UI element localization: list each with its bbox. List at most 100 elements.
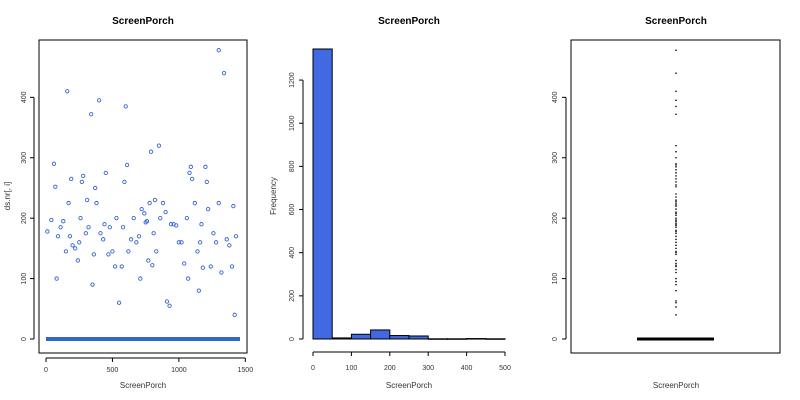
scatter-point (174, 223, 179, 228)
histogram-y-tick-label: 0 (289, 337, 296, 341)
scatter-point (187, 170, 192, 176)
scatter-point (224, 237, 229, 242)
scatter-point (98, 231, 103, 236)
scatter-point (160, 200, 166, 206)
boxplot-outlier (675, 251, 677, 254)
boxplot-outlier (675, 226, 677, 229)
scatter-point (103, 170, 108, 176)
scatter-point (211, 231, 216, 236)
scatter-y-label: ds.nr[, i] (3, 182, 12, 210)
boxplot-outlier (675, 211, 677, 213)
boxplot-outlier (675, 156, 677, 159)
scatter-y-tick-label: 0 (21, 337, 28, 341)
scatter-point (195, 249, 200, 254)
histogram-bar (466, 338, 487, 340)
histogram-bar (485, 338, 506, 340)
scatter-point (69, 176, 74, 182)
scatter-point (158, 216, 163, 221)
boxplot-outlier (675, 265, 677, 268)
histogram-y-tick-label: 1000 (289, 115, 296, 131)
boxplot-frame (570, 39, 781, 354)
boxplot-outlier (675, 314, 677, 316)
boxplot-outlier (675, 259, 677, 262)
scatter-point (97, 98, 102, 103)
scatter-point (131, 216, 136, 221)
boxplot-outlier (675, 238, 677, 241)
scatter-point (77, 240, 82, 245)
boxplot-outlier (675, 222, 677, 224)
scatter-point (73, 246, 78, 251)
scatter-point (227, 243, 232, 248)
scatter-point (91, 252, 96, 257)
histogram-x-tick-label: 400 (461, 365, 473, 372)
scatter-point (110, 249, 115, 254)
scatter-point (156, 143, 162, 148)
boxplot-outlier (675, 72, 677, 74)
histogram-y-tick-label: 800 (289, 160, 296, 172)
scatter-title: ScreenPorch (112, 16, 174, 27)
scatter-point (197, 240, 203, 245)
scatter-point (106, 252, 111, 257)
scatter-point (75, 258, 81, 263)
scatter-point (124, 162, 130, 168)
scatter-point (83, 231, 89, 236)
boxplot-outlier (675, 200, 677, 203)
scatter-point (55, 234, 61, 239)
scatter-point (119, 264, 124, 269)
scatter-point (78, 216, 83, 221)
histogram-y-tick-label: 200 (289, 290, 296, 302)
boxplot-outlier (675, 277, 677, 280)
scatter-y-tick-label: 400 (21, 91, 28, 103)
scatter-point (232, 312, 237, 317)
boxplot-outlier (675, 144, 677, 147)
scatter-x-tick-label: 1000 (171, 367, 187, 374)
scatter-point (67, 234, 73, 239)
boxplot-y-tick-label: 300 (552, 152, 559, 164)
histogram-bar (427, 338, 448, 340)
boxplot-outlier (675, 224, 677, 227)
scatter-point (203, 164, 208, 169)
boxplot-panel: 0 100 200 300 400 ScreenPorch (552, 39, 781, 390)
boxplot-outlier (675, 232, 677, 235)
scatter-point (176, 240, 182, 245)
scatter-point (200, 265, 205, 270)
scatter-point (134, 240, 139, 245)
histogram-y-tick-label: 1200 (289, 72, 296, 88)
boxplot-outlier (675, 241, 677, 244)
boxplot-outlier (675, 235, 677, 238)
histogram-bar (389, 335, 410, 340)
scatter-point (81, 173, 86, 179)
histogram-title: ScreenPorch (378, 16, 440, 27)
boxplot-y-tick-label: 0 (552, 337, 559, 341)
histogram-x-tick-label: 100 (346, 365, 358, 372)
boxplot-outlier (675, 162, 677, 165)
boxplot-outlier (675, 150, 677, 153)
scatter-point (123, 104, 128, 109)
scatter-point (63, 249, 69, 254)
boxplot-x-label: ScreenPorch (653, 381, 699, 390)
boxplot-outlier (675, 219, 677, 221)
scatter-point (100, 237, 106, 242)
scatter-point (61, 219, 66, 224)
scatter-point (163, 209, 168, 215)
boxplot-outlier (675, 283, 677, 286)
boxplot-outlier (675, 217, 677, 219)
boxplot-outlier (675, 306, 677, 308)
boxplot-outlier (675, 166, 677, 168)
scatter-y-tick-label: 200 (21, 212, 28, 224)
scatter-point (58, 225, 63, 230)
histogram-bar (446, 338, 468, 340)
scatter-x-tick-label: 0 (44, 367, 48, 374)
histogram-x-tick-label: 0 (311, 365, 315, 372)
boxplot-outlier (675, 244, 677, 247)
histogram-bar (370, 329, 391, 340)
scatter-point (216, 200, 221, 206)
scatter-point (102, 222, 107, 227)
scatter-point (154, 249, 159, 254)
scatter-point (179, 240, 184, 245)
boxplot-outlier (675, 196, 677, 198)
scatter-point (53, 184, 58, 189)
scatter-point (94, 200, 99, 206)
scatter-point (65, 89, 70, 94)
